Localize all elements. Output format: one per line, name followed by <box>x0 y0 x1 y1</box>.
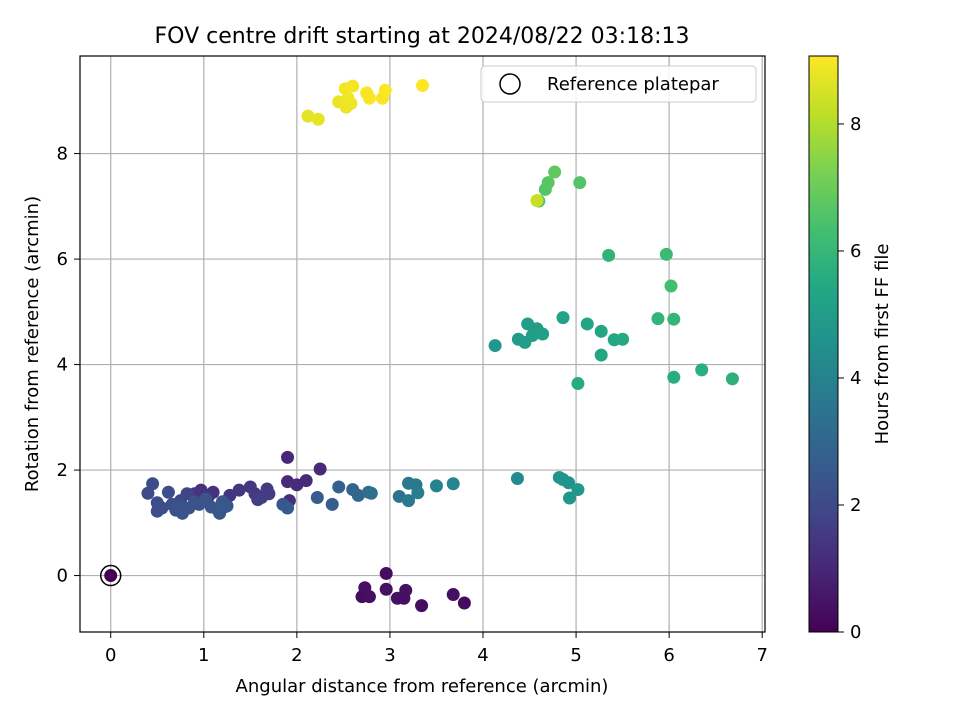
data-point <box>311 112 325 126</box>
reference-point-marker <box>99 564 122 587</box>
data-point <box>563 491 577 505</box>
legend: Reference platepar <box>480 65 757 103</box>
x-tick-label: 1 <box>198 645 209 666</box>
data-point <box>429 479 443 493</box>
colorbar <box>808 55 839 633</box>
colorbar-label: Hours from first FF file <box>872 244 893 445</box>
data-point <box>281 450 295 464</box>
data-point <box>411 486 425 500</box>
grid-lines <box>80 56 765 632</box>
x-tick-label: 6 <box>663 645 674 666</box>
data-point <box>488 339 502 353</box>
y-tick-label: 6 <box>57 249 68 270</box>
plot-frame <box>79 55 766 633</box>
y-axis-label: Rotation from reference (arcmin) <box>22 196 43 492</box>
x-axis-ticks: 0 1 2 3 4 5 6 7 <box>105 632 768 666</box>
data-point <box>281 501 295 515</box>
data-point <box>616 332 630 346</box>
y-tick-label: 8 <box>57 144 68 165</box>
x-tick-label: 4 <box>477 645 488 666</box>
data-point <box>150 504 164 518</box>
x-tick-label: 2 <box>291 645 302 666</box>
y-tick-label: 4 <box>57 355 68 376</box>
colorbar-tick-label: 8 <box>850 114 861 135</box>
data-points <box>141 79 739 613</box>
data-point <box>379 566 393 580</box>
legend-box <box>480 65 757 103</box>
data-point <box>378 83 392 97</box>
data-point <box>541 176 555 190</box>
data-point <box>536 327 550 341</box>
legend-marker-open-circle <box>499 73 521 95</box>
data-point <box>457 596 471 610</box>
data-point <box>299 474 313 488</box>
data-point <box>351 488 365 502</box>
x-tick-label: 5 <box>570 645 581 666</box>
colorbar-tick-label: 2 <box>850 495 861 516</box>
colorbar-tick-label: 6 <box>850 241 861 262</box>
legend-label: Reference platepar <box>547 74 719 95</box>
data-point <box>510 472 524 486</box>
data-point <box>161 485 175 499</box>
x-tick-label: 0 <box>105 645 116 666</box>
data-point <box>402 494 416 508</box>
data-point <box>364 486 378 500</box>
data-point <box>399 583 413 597</box>
data-point <box>664 279 678 293</box>
y-axis-ticks: 0 2 4 6 8 <box>57 144 80 587</box>
x-axis-label: Angular distance from reference (arcmin) <box>236 676 609 697</box>
data-point <box>446 477 460 491</box>
data-point <box>530 194 544 208</box>
chart-title: FOV centre drift starting at 2024/08/22 … <box>155 24 690 49</box>
data-point <box>310 490 324 504</box>
data-point <box>556 311 570 325</box>
data-point <box>301 109 315 123</box>
reference-point-fill <box>104 569 118 583</box>
data-point <box>562 476 576 490</box>
data-point <box>262 487 276 501</box>
data-point <box>362 91 376 105</box>
data-point <box>594 348 608 362</box>
x-tick-label: 7 <box>756 645 767 666</box>
data-point <box>416 79 429 93</box>
data-point <box>146 477 160 491</box>
data-point <box>415 599 429 613</box>
data-point <box>573 176 587 190</box>
data-point <box>667 370 681 384</box>
colorbar-tick-label: 0 <box>850 622 861 643</box>
colorbar-ticks: 0 2 4 6 8 <box>838 114 861 643</box>
data-point <box>695 363 709 377</box>
colorbar-tick-label: 4 <box>850 368 861 389</box>
data-point <box>251 493 265 507</box>
data-point <box>232 483 246 497</box>
data-point <box>379 582 393 596</box>
data-point <box>220 499 234 513</box>
data-point <box>651 312 665 326</box>
data-point <box>659 247 673 261</box>
data-point <box>571 483 585 497</box>
data-point <box>594 324 608 338</box>
y-tick-label: 2 <box>57 460 68 481</box>
data-point <box>602 248 616 262</box>
data-point <box>362 590 376 604</box>
data-point <box>667 312 681 326</box>
data-point <box>325 497 339 511</box>
reference-marker <box>99 564 122 587</box>
data-point <box>346 79 360 93</box>
y-tick-label: 0 <box>57 566 68 587</box>
data-point <box>548 165 562 179</box>
data-point <box>332 480 346 494</box>
data-point <box>446 588 460 602</box>
data-point <box>571 377 585 391</box>
data-point <box>725 372 739 386</box>
x-tick-label: 3 <box>384 645 395 666</box>
data-point <box>580 317 594 331</box>
data-point <box>313 462 327 476</box>
